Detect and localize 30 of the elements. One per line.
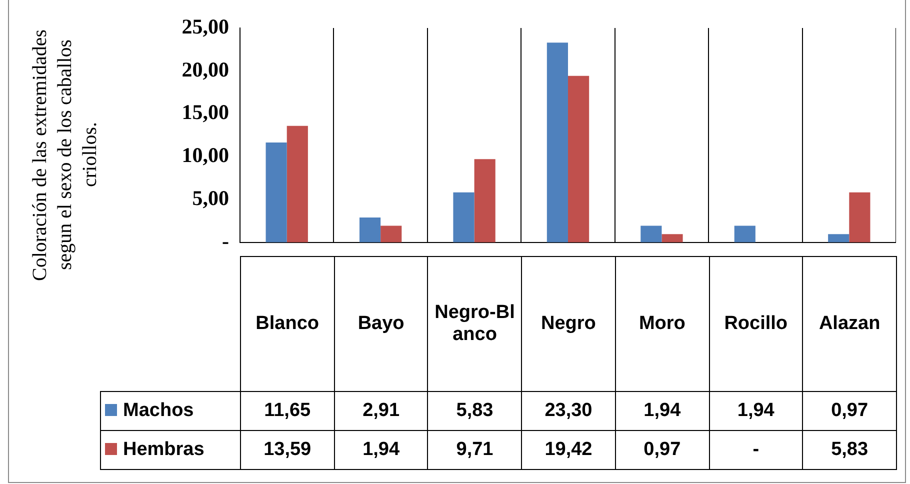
data-label: 5,83 — [802, 430, 896, 470]
y-tick-label: 25,00 — [182, 14, 229, 38]
data-label: 5,83 — [428, 392, 522, 430]
data-label: 1,94 — [334, 430, 428, 470]
data-label: 0,97 — [615, 430, 710, 470]
y-tick-label: - — [222, 228, 229, 253]
data-label: - — [709, 430, 803, 470]
x-tick-label: Moro — [615, 256, 710, 392]
x-tick-label: Alazan — [802, 256, 896, 392]
y-tick-label: 15,00 — [182, 100, 229, 124]
data-label: 9,71 — [428, 430, 522, 470]
data-label: 11,65 — [240, 392, 334, 430]
data-label: 19,42 — [522, 430, 616, 470]
x-tick-label: Blanco — [240, 256, 334, 392]
y-axis-title: Coloración de las extremidades segun el sexo de los caballos criollos. — [28, 28, 102, 283]
y-tick-label: 20,00 — [182, 57, 229, 82]
x-tick-label: Negro-Blanco — [428, 256, 522, 392]
data-label: 1,94 — [709, 392, 803, 430]
data-label: 2,91 — [334, 392, 428, 430]
x-tick-label: Bayo — [334, 256, 428, 392]
data-label: 1,94 — [615, 392, 710, 430]
data-label: 23,30 — [522, 392, 616, 430]
x-tick-label: Negro — [522, 256, 616, 392]
legend-label: Hembras — [100, 430, 240, 470]
legend-label: Machos — [100, 392, 240, 430]
data-label: 13,59 — [240, 430, 334, 470]
x-tick-label: Rocillo — [709, 256, 803, 392]
y-tick-label: 10,00 — [182, 143, 229, 168]
y-tick-label: 5,00 — [192, 186, 229, 210]
data-label: 0,97 — [802, 392, 896, 430]
